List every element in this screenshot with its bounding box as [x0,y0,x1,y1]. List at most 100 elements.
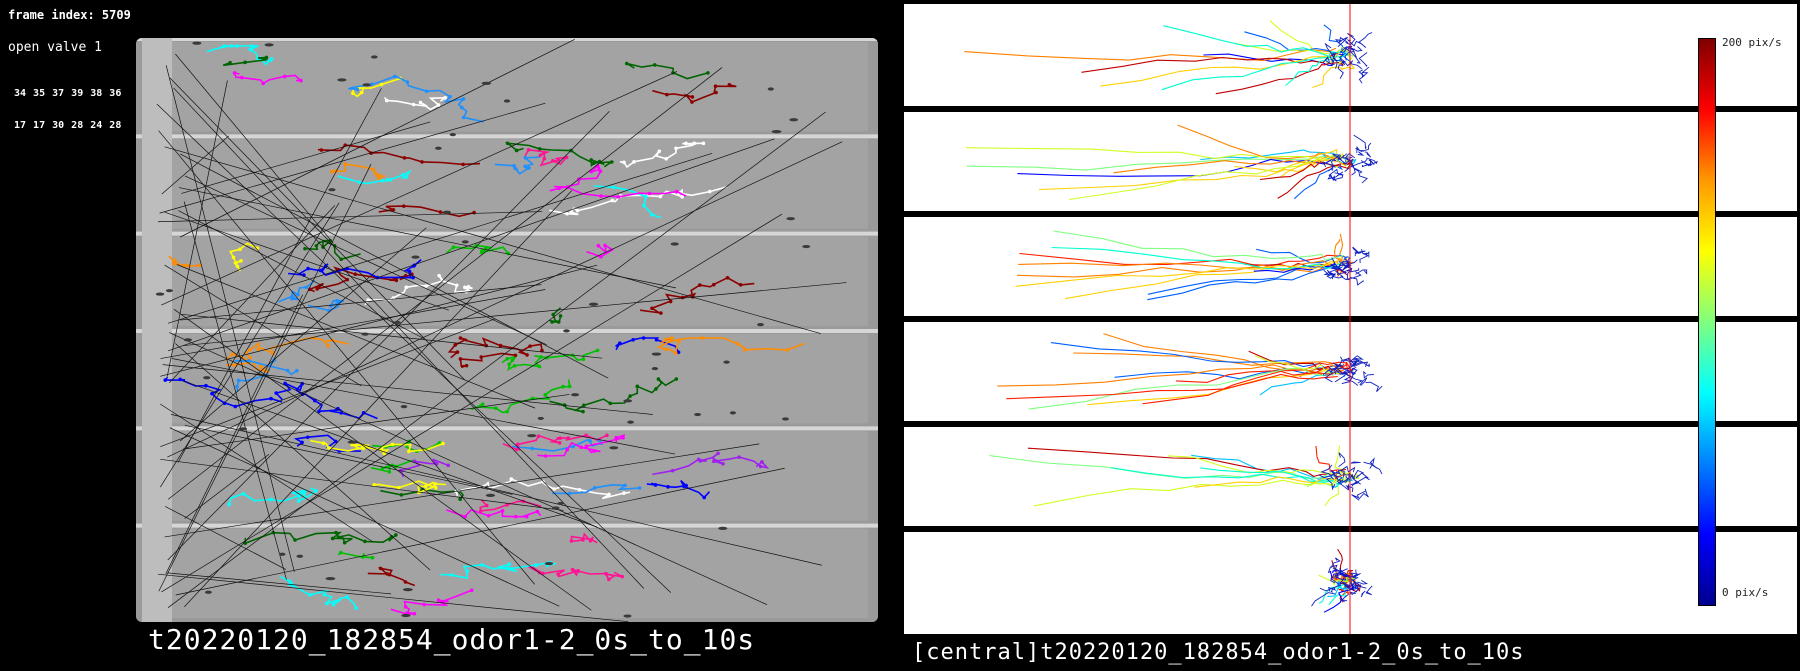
fly-body [609,446,619,450]
fly-body [623,614,632,618]
trajectory-cluster [1343,373,1359,386]
trail-point [402,156,407,160]
trail-point [668,299,673,304]
association-line [160,264,598,377]
trail-point [642,203,646,208]
trail-point [556,158,561,162]
trail-point [326,344,330,348]
trail-point [589,537,594,542]
trajectory-cluster [1327,564,1338,574]
arena-left-wall [142,38,172,622]
trail-point [584,433,588,438]
fly-trail [504,142,615,168]
trail-point [248,355,253,360]
fly-body [155,292,165,296]
trail-point [235,264,240,268]
trail-point [229,44,234,48]
trail-point [359,90,364,95]
trail-point [480,402,485,406]
fly-body [789,118,799,122]
trail-point [674,377,679,381]
fly-trail [652,84,737,103]
trail-point [571,444,575,449]
trail-point [269,57,274,61]
trajectory [1017,158,1341,177]
trail-point [387,470,392,474]
trail-point [469,588,474,593]
trail-point [394,278,399,283]
trail-point [543,454,548,458]
trail-point [399,493,404,497]
trail-point [458,336,463,340]
trail-point [713,84,718,89]
fly-trail [352,77,401,98]
trajectory-cluster [1311,592,1336,607]
trail-point [465,569,469,574]
trail-point [238,247,242,252]
trail-point [339,411,344,415]
trail-point [628,394,632,398]
association-line [161,213,783,593]
trail-point [247,359,251,363]
fly-body [782,417,789,421]
trajectory-cluster [1346,39,1361,47]
trajectory-cluster [1346,367,1358,374]
trajectory-cluster [1344,158,1368,172]
fly-body [481,81,492,85]
trajectory [1285,53,1352,86]
trail-point [566,436,571,440]
trail-point [261,81,266,86]
trail-point [230,352,235,356]
trajectory [966,155,1332,171]
association-line [165,506,287,570]
fly-body [771,130,782,134]
trajectory [1318,574,1357,586]
association-line [182,394,570,450]
fly-body [651,366,659,371]
fly-trail [626,62,709,80]
trail-point [394,533,398,537]
trail-point [433,485,438,490]
trail-point [596,243,601,248]
fly-trail [278,279,316,303]
trail-point [243,60,247,65]
trail-point [530,446,534,451]
central-caption: [central]t20220120_182854_odor1-2_0s_to_… [912,640,1525,665]
trail-point [355,87,360,92]
association-line [169,427,560,607]
trajectory [1028,367,1334,410]
trajectory-cluster [1355,269,1368,275]
trail-point [334,530,338,535]
trajectory-cluster [1334,568,1348,581]
trail-point [319,148,324,152]
trail-point [463,514,467,519]
fly-trail [244,531,397,545]
trajectory [1015,258,1342,287]
trail-point [422,602,426,607]
central-tracks-plot: 200 pix/s 0 pix/s [904,4,1797,634]
fly-body [627,420,634,424]
trail-point [391,208,396,212]
trail-point [609,160,614,164]
fly-body [767,87,774,91]
trajectory-cluster [1323,269,1335,279]
trail-point [623,483,627,488]
trail-point [653,483,658,487]
trail-point [401,204,406,208]
trail-point [556,320,561,324]
trajectory [1033,479,1335,507]
trail-point [514,148,519,153]
trail-point [306,266,310,271]
trajectory-cluster [1349,569,1357,578]
trail-point [424,89,429,93]
trajectory-cluster [1330,573,1339,584]
trail-point [604,571,608,576]
trail-point [296,499,301,503]
trail-point [680,195,684,199]
trail-point [478,509,483,513]
fly-body [537,416,544,421]
trail-point [579,445,583,450]
trajectory-cluster [1362,251,1370,258]
fly-trail [399,458,449,478]
trajectory [1081,52,1339,73]
